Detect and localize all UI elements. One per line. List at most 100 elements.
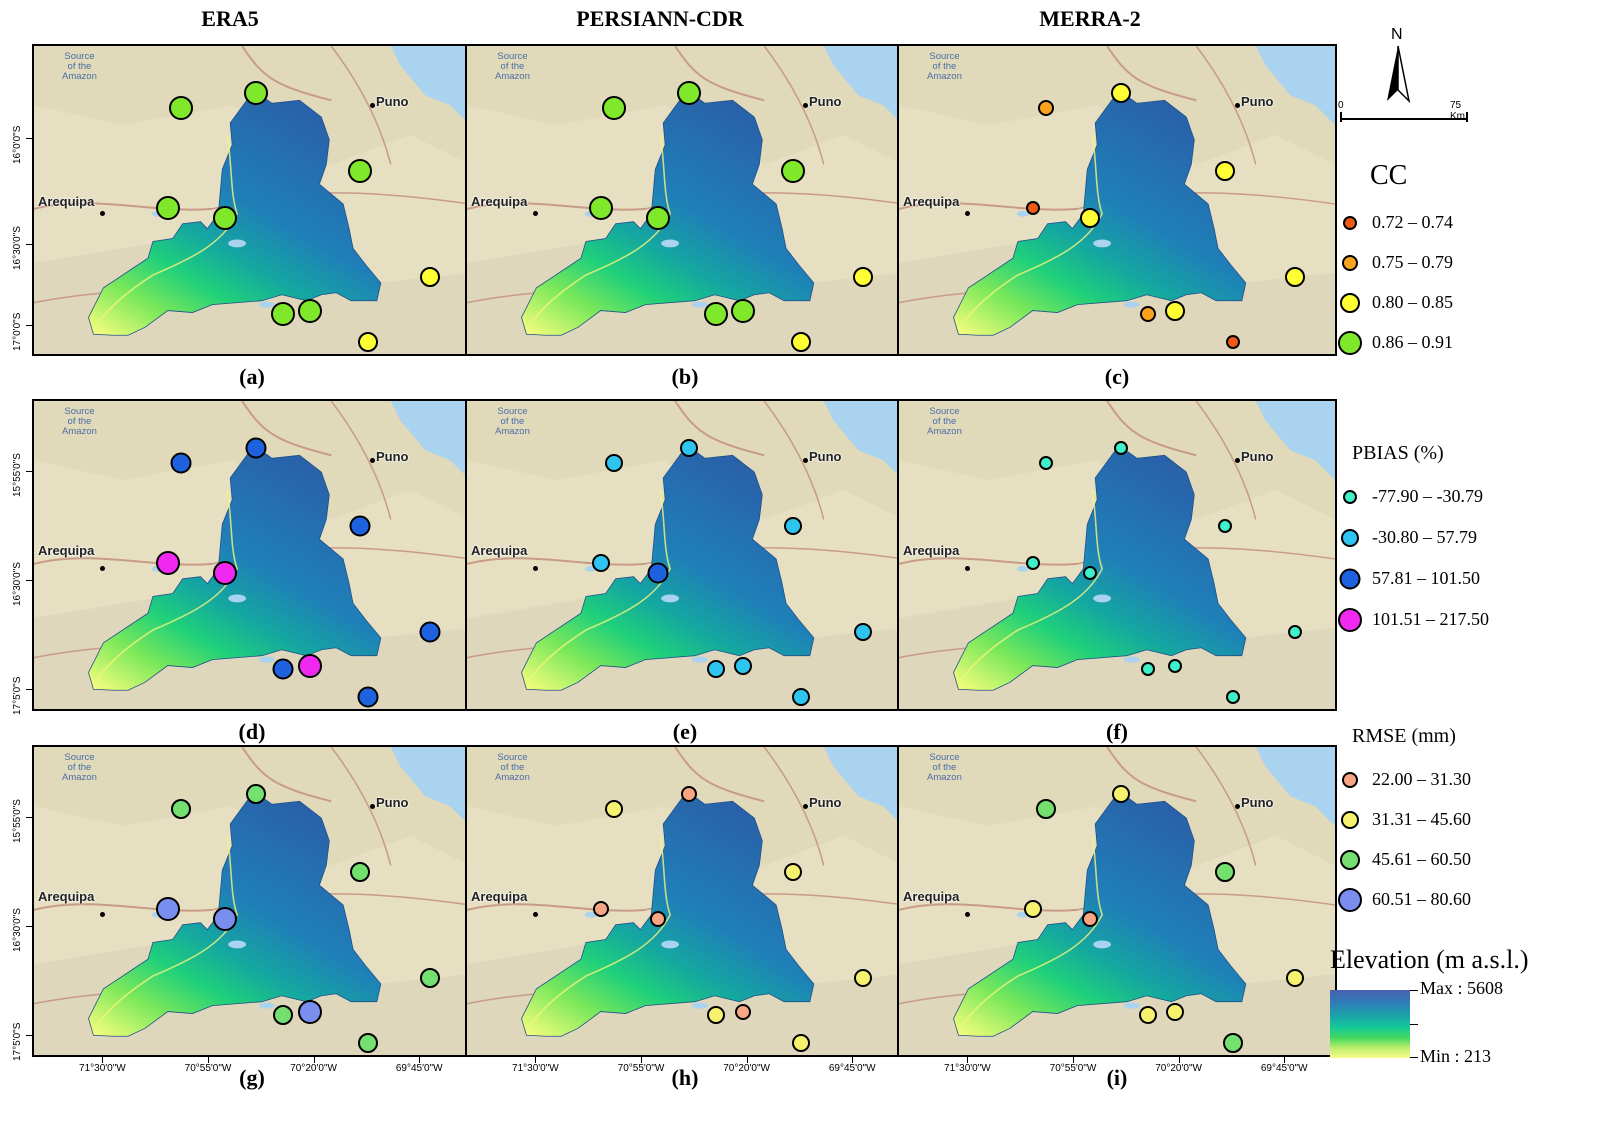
station-marker[interactable]: [605, 800, 624, 819]
basemap: [899, 401, 1335, 709]
station-marker[interactable]: [298, 1000, 323, 1025]
station-marker[interactable]: [420, 967, 440, 988]
station-marker[interactable]: [734, 657, 753, 676]
city-dot-arequipa: [533, 211, 538, 216]
station-marker[interactable]: [1140, 662, 1155, 677]
station-marker[interactable]: [1215, 861, 1236, 882]
station-marker[interactable]: [298, 654, 323, 679]
station-marker[interactable]: [1285, 266, 1305, 287]
station-marker[interactable]: [244, 80, 269, 105]
station-marker[interactable]: [735, 1004, 752, 1021]
city-label-arequipa: Arequipa: [471, 194, 528, 209]
station-marker[interactable]: [853, 266, 873, 287]
station-marker[interactable]: [1036, 799, 1057, 820]
amazon-source-line: of the: [932, 416, 957, 427]
city-dot-arequipa: [100, 566, 105, 571]
station-marker[interactable]: [854, 968, 872, 987]
cc-legend-title: CC: [1370, 160, 1408, 191]
legend-label: 101.51 – 217.50: [1372, 609, 1489, 629]
station-marker[interactable]: [348, 158, 373, 183]
station-marker[interactable]: [170, 452, 192, 474]
station-marker[interactable]: [647, 562, 669, 584]
station-marker[interactable]: [1226, 335, 1241, 350]
station-marker[interactable]: [589, 196, 614, 221]
station-marker[interactable]: [358, 1033, 379, 1054]
station-marker[interactable]: [1026, 201, 1041, 216]
station-marker[interactable]: [1288, 624, 1302, 639]
station-marker[interactable]: [272, 1005, 293, 1026]
station-marker[interactable]: [1082, 910, 1099, 927]
station-marker[interactable]: [592, 554, 611, 573]
city-label-arequipa: Arequipa: [38, 543, 95, 558]
station-marker[interactable]: [156, 897, 181, 922]
station-marker[interactable]: [1215, 160, 1236, 181]
station-marker[interactable]: [169, 96, 194, 121]
station-marker[interactable]: [792, 1034, 811, 1053]
station-marker[interactable]: [1226, 690, 1241, 705]
station-marker[interactable]: [646, 205, 671, 230]
station-marker[interactable]: [781, 158, 806, 183]
city-dot-puno: [803, 458, 808, 463]
station-marker[interactable]: [854, 622, 872, 641]
city-dot-arequipa: [533, 912, 538, 917]
station-marker[interactable]: [1218, 518, 1233, 533]
station-marker[interactable]: [213, 560, 238, 585]
station-marker[interactable]: [1223, 1033, 1244, 1054]
longitude-tick: [852, 1057, 854, 1063]
station-marker[interactable]: [357, 686, 379, 708]
legend-label: 0.75 – 0.79: [1372, 252, 1453, 272]
station-marker[interactable]: [602, 96, 627, 121]
station-marker[interactable]: [784, 862, 803, 881]
station-marker[interactable]: [350, 861, 371, 882]
station-marker[interactable]: [156, 551, 181, 576]
station-marker[interactable]: [245, 437, 267, 459]
city-label-puno: Puno: [809, 94, 842, 109]
station-marker[interactable]: [349, 515, 371, 537]
station-marker[interactable]: [791, 332, 812, 353]
station-marker[interactable]: [784, 516, 803, 535]
station-marker[interactable]: [677, 80, 702, 105]
station-marker[interactable]: [1286, 968, 1304, 987]
station-marker[interactable]: [298, 299, 323, 324]
station-marker[interactable]: [272, 658, 294, 680]
station-marker[interactable]: [1138, 1006, 1157, 1025]
station-marker[interactable]: [1165, 301, 1186, 322]
station-marker[interactable]: [681, 785, 698, 802]
station-marker[interactable]: [706, 660, 725, 679]
station-marker[interactable]: [1080, 207, 1101, 228]
station-marker[interactable]: [792, 688, 811, 707]
station-marker[interactable]: [593, 901, 610, 918]
station-marker[interactable]: [706, 1006, 725, 1025]
station-marker[interactable]: [156, 196, 181, 221]
amazon-source-line: of the: [500, 416, 525, 427]
station-marker[interactable]: [1112, 784, 1131, 803]
station-marker[interactable]: [680, 438, 699, 457]
longitude-tick: [1178, 1057, 1180, 1063]
station-marker[interactable]: [1026, 556, 1041, 571]
station-marker[interactable]: [1111, 82, 1132, 103]
station-marker[interactable]: [213, 205, 238, 230]
station-marker[interactable]: [213, 906, 238, 931]
station-marker[interactable]: [420, 266, 440, 287]
amazon-source-label: Source of the Amazon: [62, 753, 97, 783]
station-marker[interactable]: [703, 302, 728, 327]
station-marker[interactable]: [731, 299, 756, 324]
city-dot-arequipa: [533, 566, 538, 571]
station-marker[interactable]: [419, 621, 441, 643]
station-marker[interactable]: [1024, 900, 1043, 919]
station-marker[interactable]: [650, 910, 667, 927]
station-marker[interactable]: [270, 302, 295, 327]
station-marker[interactable]: [1038, 100, 1055, 117]
station-marker[interactable]: [1114, 440, 1129, 455]
station-marker[interactable]: [1139, 306, 1156, 323]
station-marker[interactable]: [605, 454, 624, 473]
station-marker[interactable]: [1083, 565, 1098, 580]
elevation-min-label: Min : 213: [1420, 1046, 1492, 1066]
station-marker[interactable]: [1168, 659, 1183, 674]
station-marker[interactable]: [1166, 1003, 1185, 1022]
station-marker[interactable]: [171, 799, 192, 820]
station-marker[interactable]: [358, 332, 379, 353]
latitude-tick: [26, 470, 32, 472]
station-marker[interactable]: [1039, 456, 1054, 471]
station-marker[interactable]: [246, 783, 267, 804]
